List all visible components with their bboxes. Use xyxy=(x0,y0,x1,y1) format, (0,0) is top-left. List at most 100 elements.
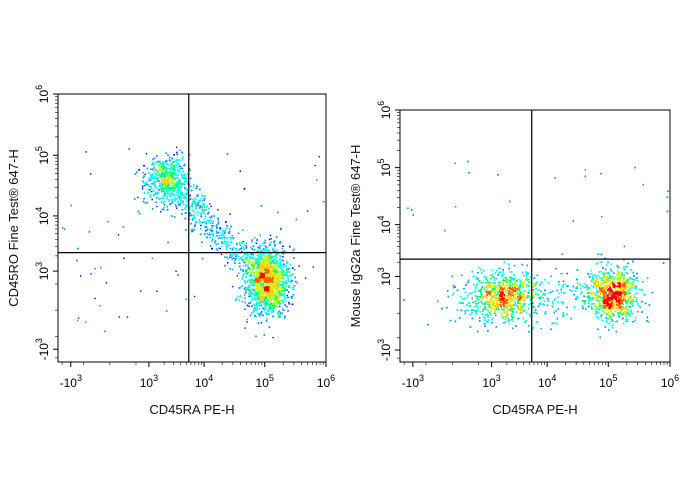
event-dot xyxy=(185,180,188,182)
event-dot xyxy=(158,160,161,163)
event-dot xyxy=(253,294,256,297)
event-dot xyxy=(236,242,238,245)
event-dot xyxy=(144,182,147,185)
event-dot xyxy=(185,206,188,209)
event-dot xyxy=(272,310,274,312)
event-dot xyxy=(166,310,168,312)
event-dot xyxy=(200,214,202,216)
event-dot xyxy=(167,241,169,244)
event-dot xyxy=(199,205,201,207)
event-dot xyxy=(236,249,238,251)
event-dot xyxy=(158,163,161,166)
event-dot xyxy=(259,246,261,248)
event-dot xyxy=(173,154,175,156)
event-dot xyxy=(186,177,188,179)
event-dot xyxy=(152,162,154,164)
event-dot xyxy=(85,151,87,153)
event-dot xyxy=(255,299,257,301)
event-dot xyxy=(177,202,179,204)
event-dot xyxy=(280,259,283,261)
event-dot xyxy=(216,226,218,229)
event-dot xyxy=(239,170,241,172)
event-dot xyxy=(238,272,240,274)
event-dot xyxy=(151,190,153,193)
event-dot xyxy=(273,306,276,308)
event-dot xyxy=(197,194,199,196)
event-dot xyxy=(180,193,182,195)
event-dot xyxy=(172,168,174,171)
event-dot xyxy=(279,305,281,308)
event-dot xyxy=(265,245,267,248)
event-dot xyxy=(186,193,188,196)
event-dot xyxy=(244,286,247,288)
event-dot xyxy=(160,183,162,185)
event-dot xyxy=(245,264,247,266)
event-dot xyxy=(240,247,242,249)
event-dot xyxy=(78,317,80,319)
event-dot xyxy=(261,304,263,307)
event-dot xyxy=(280,263,282,265)
event-dot xyxy=(189,215,191,217)
event-dot xyxy=(289,281,291,283)
event-dot xyxy=(204,195,206,197)
event-dot xyxy=(252,284,255,286)
event-dot xyxy=(193,295,196,298)
event-dot xyxy=(154,174,156,176)
event-dot xyxy=(259,234,261,237)
event-dot xyxy=(160,197,162,199)
event-dot xyxy=(254,297,256,299)
event-dot xyxy=(251,284,253,287)
event-dot xyxy=(156,161,159,164)
event-dot xyxy=(283,288,286,290)
event-dot xyxy=(231,248,234,250)
event-dot xyxy=(211,247,213,250)
event-dot xyxy=(242,270,244,273)
event-dot xyxy=(244,261,246,263)
event-dot xyxy=(155,161,157,164)
event-dot xyxy=(279,241,282,243)
event-dot xyxy=(284,304,286,306)
event-dot xyxy=(284,303,286,305)
event-dot xyxy=(212,220,214,222)
event-dot xyxy=(198,219,201,221)
event-dot xyxy=(166,206,168,208)
event-dot xyxy=(139,213,141,215)
event-dot xyxy=(284,280,286,283)
event-dot xyxy=(219,231,221,234)
event-dot xyxy=(211,230,213,232)
event-dot xyxy=(221,241,223,243)
event-dot xyxy=(225,243,227,246)
event-dot xyxy=(164,172,167,174)
event-dot xyxy=(188,154,191,156)
event-dot xyxy=(76,259,78,262)
event-dot xyxy=(171,186,173,188)
event-dot xyxy=(179,202,181,205)
event-dot xyxy=(178,189,181,192)
event-dot xyxy=(277,261,279,264)
event-dot xyxy=(256,298,259,300)
event-dot xyxy=(274,250,276,253)
event-dot xyxy=(283,250,285,252)
event-dot xyxy=(287,267,289,270)
event-dot xyxy=(282,265,285,267)
event-dot xyxy=(184,197,186,200)
event-dot xyxy=(293,248,295,250)
event-dot xyxy=(195,184,198,187)
event-dot xyxy=(281,312,283,315)
event-dot xyxy=(243,261,245,263)
event-dot xyxy=(118,316,121,318)
event-dot xyxy=(284,315,286,318)
event-dot xyxy=(175,160,177,163)
event-dot xyxy=(181,194,184,196)
event-dot xyxy=(291,297,293,299)
event-dot xyxy=(246,256,248,259)
event-dot xyxy=(272,247,275,250)
event-dot xyxy=(192,217,194,219)
event-dot xyxy=(289,275,292,277)
event-dot xyxy=(246,318,248,321)
event-dot xyxy=(176,198,178,200)
event-dot xyxy=(169,160,171,162)
event-dot xyxy=(252,245,255,247)
event-dot xyxy=(183,176,186,178)
event-dot xyxy=(182,182,185,184)
